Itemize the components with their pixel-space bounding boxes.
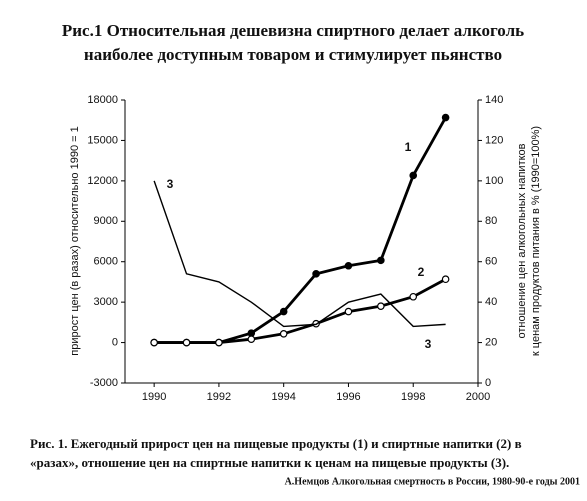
point [182,338,191,347]
y2-tick-label: 80 [485,215,497,227]
x-tick-label: 2000 [466,391,490,403]
chart-title: наиболее доступным товаром и стимулирует… [84,45,502,64]
y-tick-label: -3000 [90,377,118,389]
point [215,338,223,347]
y-tick-label: 3000 [94,296,118,308]
x-tick-label: 1990 [142,391,166,403]
y2-tick-label: 140 [485,94,503,106]
y2-tick-label: 20 [485,336,497,348]
series-label: 2 [418,265,425,279]
y2-axis-title: отношение цен алкогольных напитков [516,143,528,338]
y2-tick-label: 40 [485,296,497,308]
x-tick-label: 1996 [336,391,360,403]
x-tick-label: 1992 [207,391,231,403]
point [344,307,353,316]
x-tick-label: 1994 [271,391,295,403]
series-line [154,278,447,344]
point [441,275,450,284]
y2-tick-label: 0 [485,377,491,389]
y2-axis-title: к ценам продуктов питания в % (1990=100%… [530,126,542,356]
y-tick-label: 15000 [87,134,118,146]
series-label: 3 [425,337,432,351]
point [279,330,288,338]
point [279,307,288,316]
point [441,113,450,122]
series-line [153,180,446,328]
caption: Рис. 1. Ежегодный прирост цен на пищевые… [30,436,522,451]
y-axis-title: прирост цен (в разах) относительно 1990 … [69,126,81,355]
point [377,302,385,310]
point [150,338,158,347]
caption: «разах», отношение цен на спиртные напит… [30,455,509,470]
point [409,292,418,301]
chart-title: Рис.1 Относительная дешевизна спиртного … [62,21,524,40]
series-label: 3 [167,177,174,191]
point [247,329,256,337]
point [377,256,385,265]
y-tick-label: 12000 [87,175,118,187]
x-tick-label: 1998 [401,391,425,403]
point [247,335,256,344]
y-tick-label: 9000 [94,215,118,227]
y-tick-label: 0 [112,336,118,348]
point [344,261,353,270]
y2-tick-label: 60 [485,256,497,268]
series-line [154,116,447,344]
source: А.Немцов Алкогольная смертность в России… [285,476,580,487]
y2-tick-label: 120 [485,134,503,146]
point [409,171,418,180]
y-tick-label: 6000 [94,256,118,268]
y2-tick-label: 100 [485,175,503,187]
series-label: 1 [405,140,412,154]
point [312,270,320,278]
y-tick-label: 18000 [87,94,118,106]
